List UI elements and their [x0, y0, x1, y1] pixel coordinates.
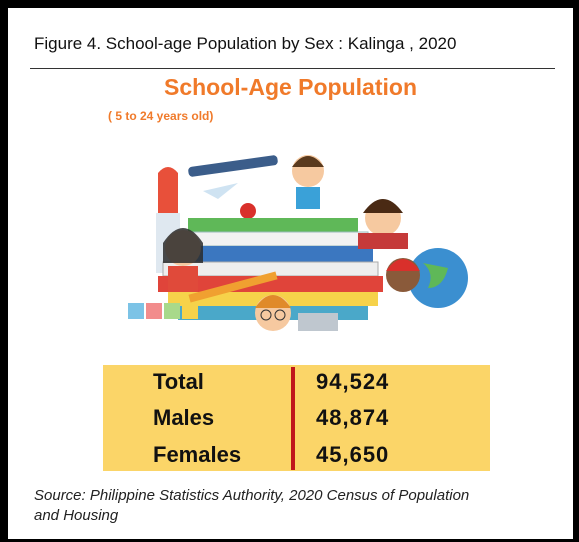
pencil: [188, 271, 278, 303]
book: [177, 231, 369, 247]
stats-box: [103, 365, 490, 471]
block: [128, 303, 144, 319]
book: [173, 246, 373, 262]
book: [188, 218, 358, 232]
open-book: [358, 233, 408, 249]
paper-plane: [203, 183, 238, 199]
child-hair: [163, 228, 203, 263]
child-hat: [386, 259, 420, 271]
child-hair: [363, 199, 403, 213]
child-hair: [255, 295, 291, 308]
block: [146, 303, 162, 319]
glasses: [260, 309, 272, 321]
subtitle: ( 5 to 24 years old): [108, 109, 214, 123]
illustration: [128, 155, 468, 331]
rocket: [158, 167, 178, 213]
divider: [291, 367, 295, 470]
title-rule: [30, 68, 555, 69]
row-label: Females: [153, 442, 242, 467]
figure-title: Figure 4. School-age Population by Sex :…: [34, 34, 457, 53]
source-note: Source: Philippine Statistics Authority,…: [34, 487, 470, 524]
telescope: [188, 155, 278, 177]
row-value: 94,524: [316, 369, 390, 394]
child-hair: [292, 156, 324, 167]
row-value: 48,874: [316, 405, 390, 430]
glasses: [274, 309, 286, 321]
apple: [240, 203, 256, 219]
child-body: [168, 266, 198, 292]
globe-land: [423, 263, 448, 288]
row-value: 45,650: [316, 442, 390, 467]
block: [164, 303, 180, 319]
laptop: [298, 313, 338, 331]
row-label: Total: [153, 369, 204, 394]
child-body: [296, 187, 320, 209]
block: [182, 303, 198, 319]
row-label: Males: [153, 405, 215, 430]
heading: School-Age Population: [164, 74, 417, 100]
